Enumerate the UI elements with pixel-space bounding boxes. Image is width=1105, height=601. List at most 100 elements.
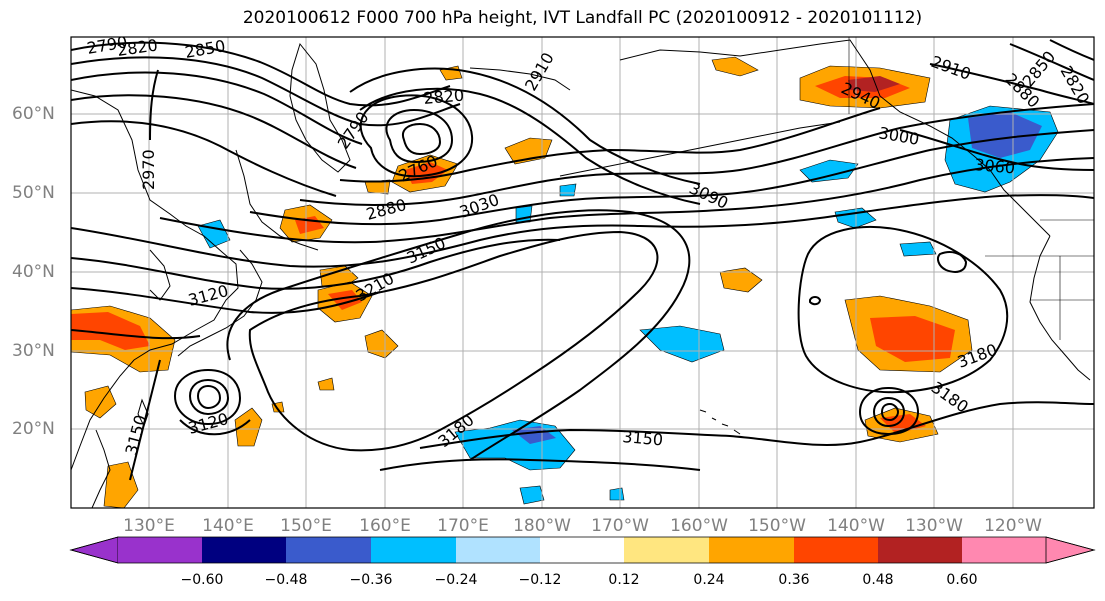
colorbar-segment [794, 537, 878, 563]
colorbar-tick-label: −0.60 [180, 572, 224, 588]
colorbar-tick-label: 0.60 [946, 572, 978, 588]
contour-line [385, 108, 454, 164]
contour-line [299, 103, 1094, 206]
contour-line [1009, 43, 1094, 81]
coastline-philippines [91, 429, 111, 508]
colorbar-tick-label: 0.24 [693, 572, 725, 588]
coastline-sakhalin-kurils [235, 149, 319, 251]
coastline-east-asia [71, 89, 239, 471]
ivt-shade-region [968, 112, 1042, 158]
colorbar-segment [878, 537, 962, 563]
latitude-label: 40°N [12, 262, 55, 282]
colorbar-tick-label: −0.12 [518, 572, 562, 588]
contour-line [797, 226, 1009, 394]
contour-line [419, 401, 1094, 449]
coastline-hawaii [699, 409, 741, 435]
ivt-shade-region [559, 183, 577, 197]
contour-line [173, 368, 242, 426]
coastlines [71, 39, 1091, 508]
ivt-shade-region [71, 312, 150, 350]
contour-line [339, 107, 881, 183]
contour-line [248, 230, 659, 452]
latitude-label: 30°N [12, 341, 55, 361]
contour-label: 3060 [974, 155, 1016, 177]
contour-line [71, 194, 1094, 268]
contour-line [226, 209, 691, 461]
ivt-shade-region [328, 290, 362, 310]
contour-line [899, 129, 1094, 171]
contour-line [349, 67, 701, 185]
contour-label: 2820 [116, 35, 159, 59]
contour-label: 2820 [423, 86, 465, 108]
contour-line [71, 329, 201, 340]
map-border [70, 36, 1095, 509]
contour-line [71, 56, 461, 127]
contour-line [872, 396, 906, 428]
contour-line [71, 238, 561, 290]
contour-line [196, 384, 222, 410]
colorbar-segment [286, 537, 371, 563]
ivt-shade-region [711, 56, 759, 77]
contour-label: 2790 [85, 32, 128, 58]
map-title: 2020100612 F000 700 hPa height, IVT Land… [242, 8, 923, 28]
colorbar-segment [118, 537, 202, 563]
longitude-label: 160°E [359, 516, 411, 536]
ivt-shade-region [317, 377, 335, 391]
contour-line [71, 94, 357, 169]
longitude-label: 170°W [591, 516, 649, 536]
contour-line [188, 378, 230, 416]
longitude-label: 160°W [670, 516, 728, 536]
colorbar-tick-label: −0.48 [264, 572, 308, 588]
colorbar-tick-label: −0.36 [349, 572, 393, 588]
colorbar-extend-max [1045, 536, 1096, 564]
longitude-label: 130°W [905, 516, 963, 536]
colorbar-tick-label: −0.24 [434, 572, 478, 588]
ivt-shade-region [639, 325, 725, 363]
coastline-alaska [619, 39, 1051, 237]
coastline-chukotka [469, 67, 571, 91]
contour-line [937, 251, 968, 273]
latitude-label: 60°N [12, 104, 55, 124]
contour-line [71, 41, 451, 107]
contour-line [359, 87, 701, 205]
colorbar [69, 536, 1096, 564]
longitude-label: 170°E [437, 516, 489, 536]
colorbar-segment [540, 537, 624, 563]
colorbar-tick-label: 0.48 [862, 572, 894, 588]
contour-line [858, 386, 920, 436]
colorbar-segment [624, 537, 709, 563]
colorbar-segment [962, 537, 1046, 563]
longitude-label: 120°W [984, 516, 1042, 536]
contour-line [249, 129, 1094, 226]
contour-line [71, 71, 363, 145]
contour-label: 2970 [139, 149, 158, 190]
ivt-shade-region [234, 407, 263, 447]
longitude-label: 150°W [748, 516, 806, 536]
colorbar-segment [371, 537, 456, 563]
height-contours [71, 39, 1094, 481]
colorbar-segment [456, 537, 540, 563]
colorbar-tick-label: 0.12 [608, 572, 640, 588]
longitude-label: 130°E [123, 516, 175, 536]
contour-line [71, 120, 337, 197]
ivt-shade-region [848, 76, 900, 92]
contour-line [379, 458, 701, 471]
political-borders [848, 37, 1094, 340]
coastline-korea [149, 249, 171, 301]
contour-line [149, 69, 159, 141]
ivt-shade-region [609, 487, 625, 501]
ivt-shade-region [84, 385, 117, 419]
colorbar-segment [709, 537, 794, 563]
ivt-shade-region [103, 461, 139, 508]
contour-line [129, 359, 161, 481]
coastline-bc-us-west [1029, 235, 1091, 381]
contour-line [1049, 39, 1094, 61]
contour-line [880, 402, 900, 422]
coastline-japan [177, 249, 263, 357]
latitude-label: 20°N [12, 419, 55, 439]
contour-line [71, 287, 381, 314]
contour-line [179, 419, 251, 436]
coastline-kamchatka [289, 42, 351, 173]
contour-line [809, 296, 822, 306]
